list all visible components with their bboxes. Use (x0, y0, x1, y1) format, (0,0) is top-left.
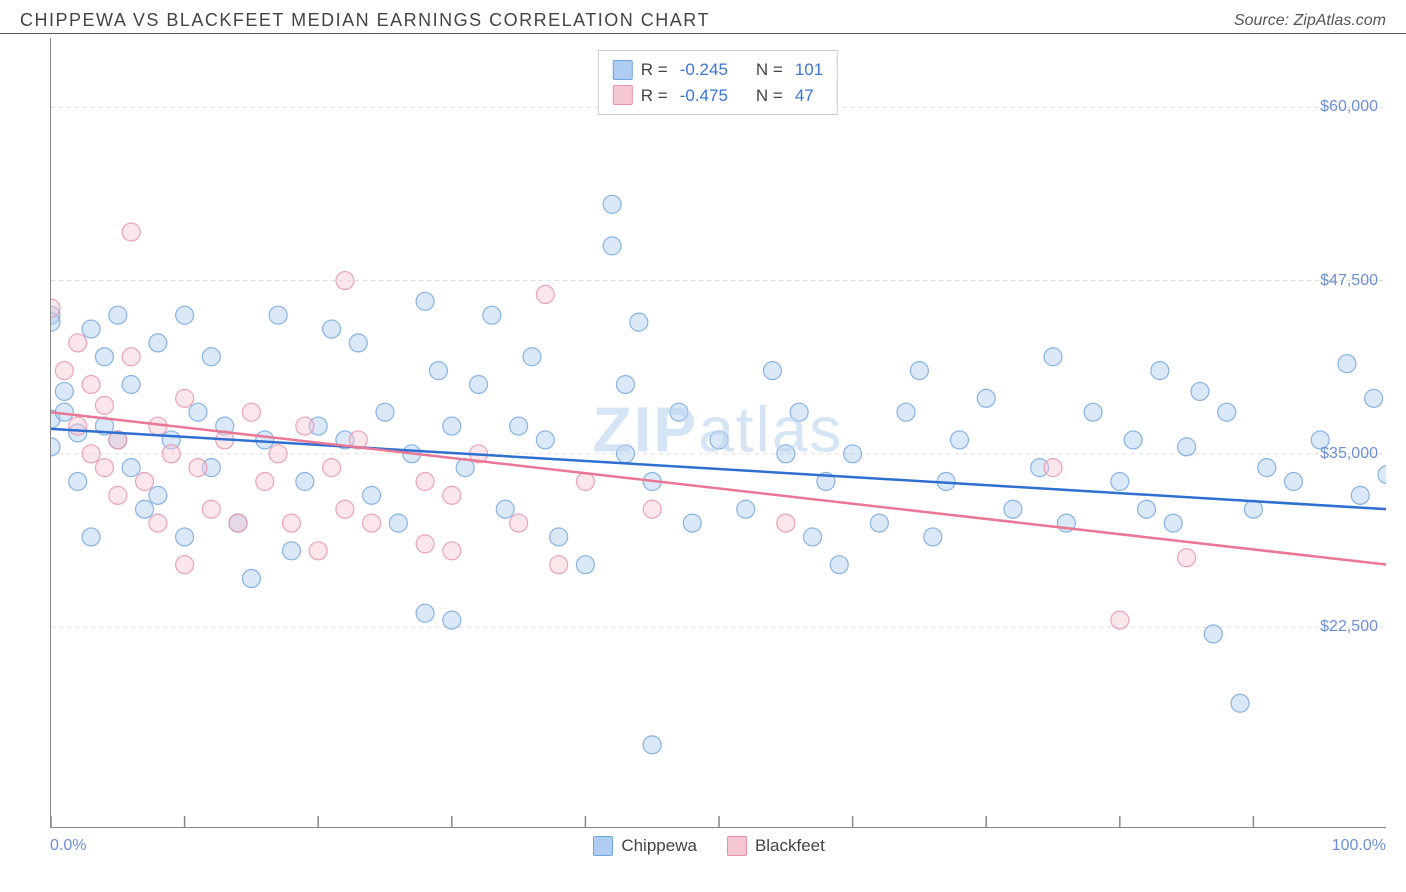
legend-item-blackfeet: Blackfeet (727, 836, 825, 856)
legend-item-chippewa: Chippewa (593, 836, 697, 856)
legend-label-chippewa: Chippewa (621, 836, 697, 856)
x-axis-footer: 0.0% Chippewa Blackfeet 100.0% (50, 828, 1386, 856)
r-label: R = (641, 83, 668, 109)
chart-header: CHIPPEWA VS BLACKFEET MEDIAN EARNINGS CO… (0, 0, 1406, 34)
x-min-label: 0.0% (50, 837, 86, 855)
n-value-chippewa: 101 (795, 57, 823, 83)
chart-title: CHIPPEWA VS BLACKFEET MEDIAN EARNINGS CO… (20, 10, 710, 31)
correlation-legend: R = -0.245 N = 101 R = -0.475 N = 47 (598, 50, 838, 115)
legend-label-blackfeet: Blackfeet (755, 836, 825, 856)
series-legend: Chippewa Blackfeet (593, 836, 825, 856)
swatch-chippewa-icon (593, 836, 613, 856)
scatter-chart-svg (50, 38, 1386, 828)
chart-area: ZIPatlas R = -0.245 N = 101 R = -0.475 N… (50, 38, 1386, 828)
source-attribution: Source: ZipAtlas.com (1234, 12, 1386, 30)
n-label: N = (756, 83, 783, 109)
r-label: R = (641, 57, 668, 83)
n-value-blackfeet: 47 (795, 83, 814, 109)
swatch-blackfeet (613, 85, 633, 105)
x-max-label: 100.0% (1332, 837, 1386, 855)
legend-row-blackfeet: R = -0.475 N = 47 (613, 83, 823, 109)
swatch-chippewa (613, 60, 633, 80)
swatch-blackfeet-icon (727, 836, 747, 856)
legend-row-chippewa: R = -0.245 N = 101 (613, 57, 823, 83)
n-label: N = (756, 57, 783, 83)
r-value-chippewa: -0.245 (680, 57, 728, 83)
r-value-blackfeet: -0.475 (680, 83, 728, 109)
